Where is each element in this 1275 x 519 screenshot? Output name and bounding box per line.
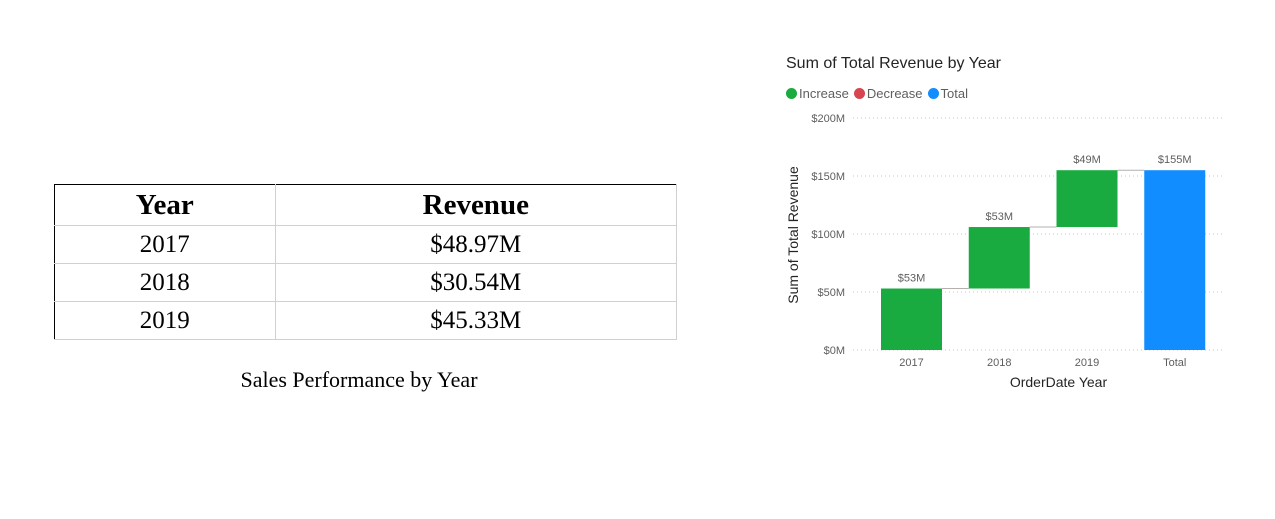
y-axis-title: Sum of Total Revenue [785,166,801,304]
revenue-table-container: Year Revenue 2017 $48.97M 2018 $30.54M 2… [54,184,678,340]
legend-item-total[interactable]: Total [927,86,968,101]
legend-dot-icon [786,88,797,99]
bar-2019 [1056,170,1118,228]
cell-year: 2018 [54,263,276,302]
y-tick-label: $50M [817,287,845,299]
x-axis-title: OrderDate Year [1010,374,1108,390]
y-tick-label: $150M [811,171,845,183]
legend-item-increase[interactable]: Increase [786,86,849,101]
data-label: $155M [1158,154,1192,166]
header-revenue: Revenue [274,184,678,226]
bar-total [1144,170,1206,350]
cell-year: 2019 [54,301,276,340]
legend-dot-icon [927,88,939,99]
chart-legend: Increase Decrease Total [786,86,973,101]
x-tick-label: 2018 [987,357,1011,369]
cell-revenue: $48.97M [274,225,678,264]
table-row: 2018 $30.54M [54,263,678,302]
data-label: $49M [1073,154,1101,166]
legend-dot-icon [853,88,865,99]
cell-year: 2017 [54,225,276,264]
table-header-row: Year Revenue [54,184,678,226]
bar-2017 [881,288,942,350]
x-tick-label: 2017 [899,357,923,369]
table-row: 2019 $45.33M [54,301,678,340]
data-label: $53M [985,211,1013,223]
header-year: Year [54,184,276,226]
table-caption: Sales Performance by Year [240,367,478,392]
legend-label: Total [940,86,968,101]
x-tick-label: Total [1163,357,1186,369]
bar-2018 [968,227,1030,289]
legend-item-decrease[interactable]: Decrease [853,86,923,101]
x-tick-label: 2019 [1075,357,1099,369]
chart-plot: $0M $50M $100M $150M $200M $53M 2017 $53M 2018 $4… [785,113,1224,390]
legend-label: Decrease [866,86,923,101]
data-label: $53M [898,273,926,285]
y-tick-label: $200M [811,113,845,125]
revenue-table: Year Revenue 2017 $48.97M 2018 $30.54M 2… [54,184,678,340]
cell-revenue: $45.33M [274,301,678,340]
waterfall-chart[interactable]: $0M $50M $100M $150M $200M $53M 2017 $53M 2018 $4… [778,48,1238,398]
y-tick-label: $100M [811,229,845,241]
y-tick-label: $0M [824,345,845,357]
table-row: 2017 $48.97M [54,225,678,264]
cell-revenue: $30.54M [274,263,678,302]
legend-label: Increase [799,86,849,101]
chart-title: Sum of Total Revenue by Year [786,55,1001,72]
